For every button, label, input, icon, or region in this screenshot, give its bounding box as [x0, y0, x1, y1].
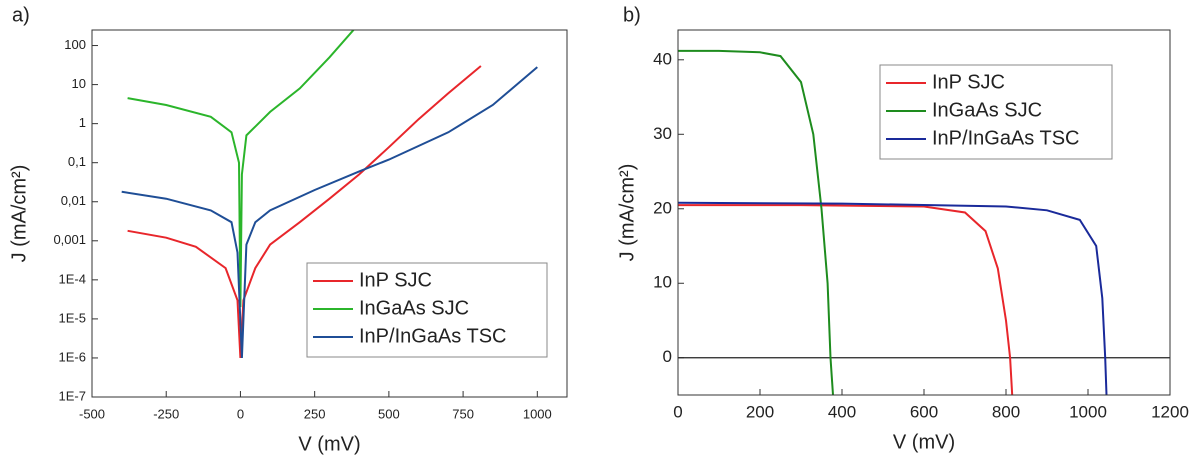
- x-tick-label: 600: [910, 402, 938, 421]
- y-tick-label: 40: [653, 49, 672, 68]
- x-axis-label: V (mV): [298, 433, 360, 455]
- y-tick-label: 1E-7: [59, 388, 86, 403]
- y-axis-label: J (mA/cm²): [616, 164, 638, 262]
- series-line: [678, 204, 1014, 395]
- x-tick-label: 250: [304, 406, 326, 421]
- panel-label: b): [623, 4, 641, 26]
- y-tick-label: 1E-4: [59, 271, 86, 286]
- x-tick-label: 0: [673, 402, 682, 421]
- series-line: [121, 66, 538, 358]
- legend-label: InP SJC: [932, 71, 1005, 93]
- legend-label: InP SJC: [359, 269, 432, 291]
- legend-label: InGaAs SJC: [932, 99, 1042, 121]
- series-line: [678, 49, 834, 395]
- legend-label: InGaAs SJC: [359, 297, 469, 319]
- y-tick-label: 100: [64, 37, 86, 52]
- y-tick-label: 1: [79, 115, 86, 130]
- x-tick-label: 0: [237, 406, 244, 421]
- plot-lines: [121, 30, 538, 358]
- y-tick-label: 10: [653, 273, 672, 292]
- y-tick-label: 20: [653, 198, 672, 217]
- panel-label: a): [12, 4, 30, 26]
- y-axis-label: J (mA/cm²): [8, 165, 30, 263]
- x-tick-label: -500: [79, 406, 105, 421]
- plot-frame: [677, 29, 1171, 396]
- y-tick-label: 0,001: [53, 232, 86, 247]
- legend-label: InP/InGaAs TSC: [932, 127, 1079, 149]
- x-tick-label: 1000: [1069, 402, 1107, 421]
- x-tick-label: 400: [828, 402, 856, 421]
- x-tick-label: 750: [452, 406, 474, 421]
- x-tick-label: 500: [378, 406, 400, 421]
- series-line: [127, 30, 355, 308]
- x-tick-label: 1200: [1151, 402, 1189, 421]
- y-tick-label: 1E-6: [59, 349, 86, 364]
- x-axis-label: V (mV): [893, 431, 955, 453]
- y-tick-label: 1E-5: [59, 310, 86, 325]
- y-tick-label: 30: [653, 124, 672, 143]
- y-tick-label: 0,1: [68, 154, 86, 169]
- y-tick-label: 0,01: [61, 193, 86, 208]
- y-tick-label: 10: [72, 76, 86, 91]
- plot-lines: [678, 49, 1108, 395]
- legend-label: InP/InGaAs TSC: [359, 325, 506, 347]
- x-tick-label: 200: [746, 402, 774, 421]
- x-tick-label: 800: [992, 402, 1020, 421]
- x-tick-label: -250: [153, 406, 179, 421]
- series-line: [127, 65, 482, 358]
- plot-frame: [91, 29, 568, 398]
- series-line: [678, 201, 1108, 395]
- y-tick-label: 0: [663, 347, 672, 366]
- x-tick-label: 1000: [523, 406, 552, 421]
